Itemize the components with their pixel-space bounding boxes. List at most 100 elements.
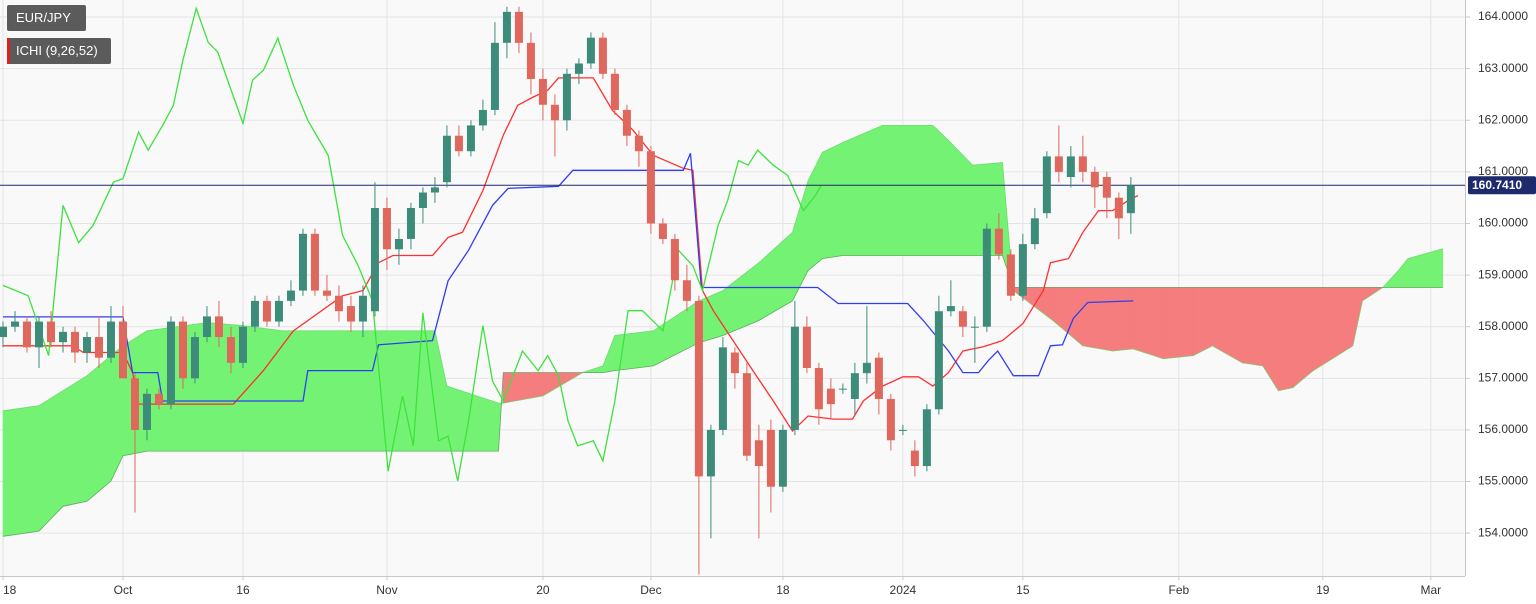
candle-body [778, 429, 787, 487]
candle-body [598, 37, 607, 74]
candle-body [0, 326, 7, 338]
candle-body [1114, 197, 1123, 219]
candle-body [910, 450, 919, 467]
cloud-segment [242, 325, 283, 452]
y-tick-label: 155.0000 [1478, 474, 1528, 488]
candle-body [658, 223, 667, 239]
y-tick-label: 162.0000 [1478, 112, 1528, 126]
candle-body [826, 388, 835, 405]
candle-body [226, 337, 235, 363]
candle-body [442, 135, 451, 183]
candle-body [814, 368, 823, 410]
candle-body [214, 316, 223, 338]
symbol-label: EUR/JPY [16, 10, 71, 25]
cloud-segment [1242, 287, 1264, 367]
x-tick-label: Oct [114, 583, 133, 597]
candle-body [1018, 244, 1027, 296]
indicator-badge [7, 38, 111, 64]
candle-body [454, 135, 463, 152]
x-tick-label: 16 [236, 583, 250, 597]
candle-body [946, 306, 955, 312]
candle-body [1126, 185, 1135, 214]
cloud-segment [842, 124, 883, 256]
cloud-segment [86, 354, 112, 502]
candle-body [262, 300, 271, 322]
candle-body [1066, 156, 1075, 178]
candle-body [718, 347, 727, 430]
candle-body [190, 337, 199, 379]
cloud-segment [206, 322, 244, 452]
candle-body [646, 151, 655, 224]
x-tick-label: 18 [776, 583, 790, 597]
candle-body [526, 42, 535, 79]
candle-body [358, 295, 367, 322]
candle-body [202, 316, 211, 338]
candle-body [118, 321, 127, 379]
candle-body [634, 135, 643, 152]
candle-body [994, 228, 1003, 255]
candle-body [1030, 218, 1039, 245]
candle-body [1006, 254, 1015, 296]
y-tick-label: 163.0000 [1478, 61, 1528, 75]
candle-body [1054, 156, 1063, 172]
candle-body [682, 280, 691, 301]
cloud-span-b-line [2, 255, 1443, 537]
cloud-segment [1192, 287, 1213, 357]
candle-body [970, 326, 979, 328]
x-tick-label: 19 [1316, 583, 1330, 597]
candle-body [166, 321, 175, 405]
candle-body [178, 321, 187, 379]
y-tick-label: 160.0000 [1478, 216, 1528, 230]
ichimoku-line [2, 6, 822, 482]
candle-body [742, 373, 751, 456]
candle-body [406, 208, 415, 239]
candle-body [670, 238, 679, 281]
candle-body [1102, 177, 1111, 198]
cloud-segment [1112, 287, 1134, 352]
x-tick-label: 15 [1016, 583, 1030, 597]
candle-body [1078, 156, 1087, 172]
x-tick-label: 20 [536, 583, 550, 597]
candle-body [514, 11, 523, 43]
candle-body [886, 398, 895, 441]
candle-body [562, 73, 571, 121]
candle-body [142, 393, 151, 430]
candle-body [478, 109, 487, 126]
candle-body [430, 187, 439, 193]
candle-body [802, 326, 811, 368]
candle-body [502, 11, 511, 43]
candle-body [586, 37, 595, 64]
legend: EUR/JPY ICHI (9,26,52) [7, 5, 111, 64]
cloud-segment [1132, 287, 1164, 360]
candle-body [22, 321, 31, 348]
candle-body [574, 63, 583, 74]
candle-body [466, 125, 475, 152]
last-price-badge [1468, 176, 1536, 195]
indicator-color-bar [7, 38, 10, 64]
candle-body [106, 321, 115, 358]
x-tick-label: Nov [376, 583, 397, 597]
candle-body [838, 388, 847, 390]
candle-body [694, 300, 703, 477]
candle-body [334, 295, 343, 312]
x-tick-label: Feb [1168, 583, 1189, 597]
candle-body [1090, 171, 1099, 188]
y-tick-label: 157.0000 [1478, 370, 1528, 384]
cloud-span-a-line [2, 125, 1443, 412]
candle-body [394, 238, 403, 250]
cloud-segment [1082, 287, 1114, 352]
candle-body [934, 311, 943, 410]
candle-body [898, 429, 907, 431]
cloud-segment [822, 141, 844, 259]
candle-body [34, 321, 43, 348]
cloud-segment [882, 125, 934, 256]
candle-body [850, 373, 859, 399]
candle-body [766, 429, 775, 487]
candle-body [10, 321, 19, 327]
candle-body [622, 109, 631, 136]
candle-body [286, 290, 295, 301]
